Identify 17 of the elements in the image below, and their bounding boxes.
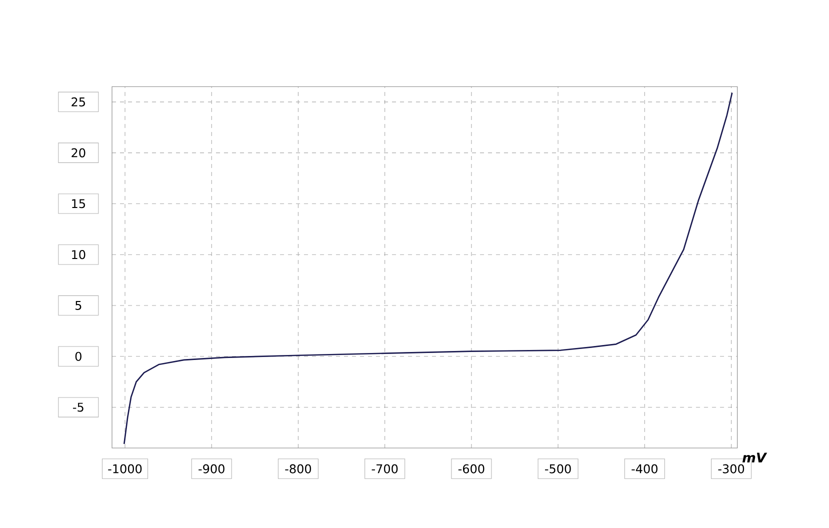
x-tick-label: -500 [545,464,571,474]
x-tick-label: -600 [458,464,484,474]
y-tick-label: 20 [72,148,86,158]
y-tick-label: 15 [72,199,85,208]
y-tick-label: 10 [72,250,86,260]
y-tick-label: 25 [72,97,85,106]
x-tick-label: -700 [372,464,398,474]
x-tick-label: -400 [632,464,658,474]
y-tick-label: -5 [73,402,84,412]
line-series [123,92,733,445]
y-tick-label: 0 [75,352,82,361]
x-tick-label: -1000 [108,464,142,474]
x-axis-title: mV [742,452,768,462]
y-tick-label: 5 [76,301,82,310]
x-tick-label: -300 [718,464,744,474]
x-tick-label: -900 [198,464,224,474]
x-tick-label: -800 [285,464,312,474]
